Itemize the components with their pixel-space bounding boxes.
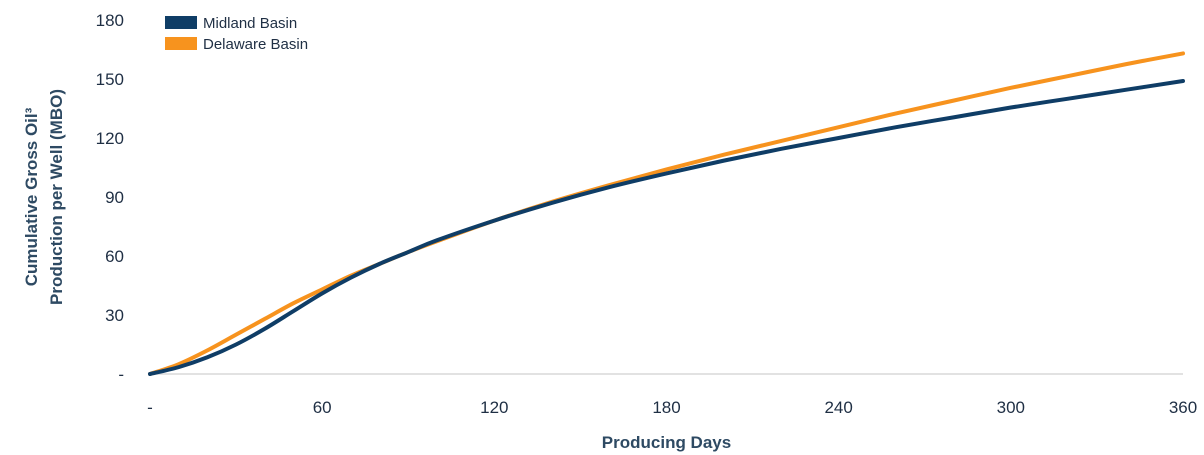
legend-label-midland-basin: Midland Basin bbox=[203, 15, 297, 32]
x-tick-label: 60 bbox=[313, 398, 332, 417]
y-axis-title-line-2: Production per Well (MBO) bbox=[47, 89, 66, 305]
y-tick-label: 120 bbox=[96, 129, 124, 148]
y-tick-label: 30 bbox=[105, 306, 124, 325]
y-tick-label: 180 bbox=[96, 11, 124, 30]
series-line-delaware-basin bbox=[148, 51, 1185, 376]
y-tick-label: - bbox=[118, 365, 124, 384]
y-tick-label: 90 bbox=[105, 188, 124, 207]
legend-swatch-midland-basin bbox=[165, 16, 197, 29]
x-tick-label: 300 bbox=[997, 398, 1025, 417]
y-axis-title-line-1: Cumulative Gross Oil³ bbox=[22, 107, 41, 286]
series-line-midland-basin bbox=[148, 78, 1185, 376]
x-axis-title: Producing Days bbox=[602, 433, 731, 452]
legend-label-delaware-basin: Delaware Basin bbox=[203, 36, 308, 53]
y-tick-label: 150 bbox=[96, 70, 124, 89]
x-tick-label: 180 bbox=[652, 398, 680, 417]
legend-swatch-delaware-basin bbox=[165, 37, 197, 50]
x-tick-label: 240 bbox=[824, 398, 852, 417]
x-tick-label: - bbox=[147, 398, 153, 417]
y-tick-label: 60 bbox=[105, 247, 124, 266]
x-tick-label: 120 bbox=[480, 398, 508, 417]
x-tick-label: 360 bbox=[1169, 398, 1197, 417]
